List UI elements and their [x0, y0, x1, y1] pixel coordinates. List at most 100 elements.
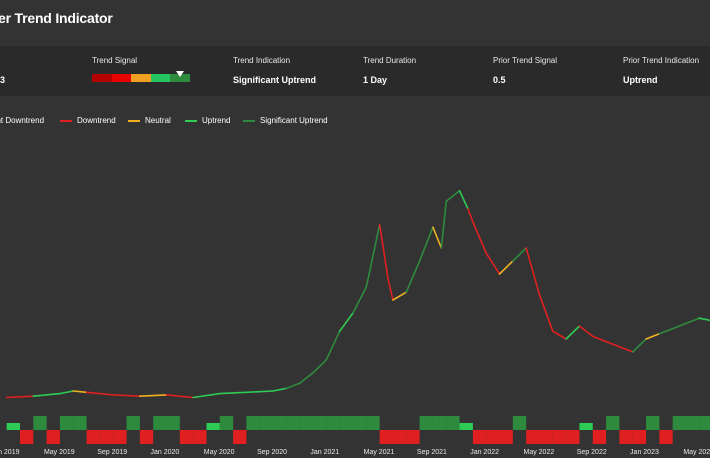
signal-strip-bar	[566, 430, 580, 444]
signal-strip-bar	[139, 430, 154, 444]
x-tick-label: Sep 2021	[417, 449, 447, 456]
price-segment	[418, 226, 434, 262]
x-tick-label: May 2019	[44, 449, 75, 456]
trend-signal-bar	[92, 74, 190, 82]
signal-strip-bar	[206, 423, 220, 430]
price-segment	[605, 340, 621, 348]
price-segment	[525, 247, 541, 296]
current-value: 3	[0, 75, 6, 85]
legend-label-significant-downtrend: ant Downtrend	[0, 116, 45, 125]
signal-strip-bar	[606, 416, 620, 430]
price-segment	[552, 330, 567, 340]
signal-strip-bar	[99, 430, 114, 444]
prior-trend-signal-value: 0.5	[493, 75, 506, 85]
signal-strip-bar	[579, 423, 593, 430]
legend-swatch-significant-uptrend	[243, 119, 255, 122]
signal-strip-bar	[73, 416, 87, 430]
price-segment	[658, 327, 674, 335]
price-segment	[338, 312, 354, 332]
price-segment	[578, 325, 594, 338]
price-segment	[392, 291, 408, 301]
price-segment	[272, 387, 288, 392]
signal-strip-bar	[619, 430, 633, 444]
legend-swatch-downtrend	[60, 119, 72, 122]
page-title: er Trend Indicator	[0, 10, 113, 26]
price-segment	[498, 260, 514, 275]
price-segment	[432, 226, 443, 249]
price-segment	[472, 221, 488, 254]
signal-strip-bar	[33, 416, 47, 430]
legend-item-downtrend[interactable]: Downtrend	[60, 116, 116, 125]
signal-strip-bar	[699, 416, 710, 430]
signal-strip-bar	[539, 430, 553, 444]
legend-swatch-neutral	[128, 119, 140, 122]
price-segment	[165, 394, 194, 399]
price-segment	[458, 189, 469, 210]
signal-strip-bar	[512, 416, 527, 430]
price-segment	[698, 317, 710, 322]
legend-label-downtrend: Downtrend	[77, 116, 116, 125]
signal-strip-bar	[592, 430, 607, 444]
x-tick-label: Jan 2021	[310, 449, 339, 456]
signal-strip-bar	[153, 416, 167, 430]
prior-trend-indication-value: Uptrend	[623, 75, 658, 85]
price-segment	[365, 223, 381, 288]
legend-item-uptrend[interactable]: Uptrend	[185, 116, 230, 125]
price-segment	[312, 359, 328, 374]
price-segment	[139, 394, 168, 398]
price-segment	[245, 390, 274, 394]
signal-strip-bar	[486, 430, 500, 444]
summary-bar: 3 Trend Signal Trend Indication Signific…	[0, 46, 710, 96]
price-segment	[631, 338, 647, 353]
signal-strip-bar	[179, 430, 194, 444]
price-segment	[298, 372, 314, 384]
signal-strip-bar	[672, 416, 687, 430]
signal-strip-bar	[6, 423, 20, 430]
signal-strip-bar	[339, 416, 354, 430]
legend-item-significant-downtrend[interactable]: ant Downtrend	[0, 116, 44, 125]
signal-strip-bar	[686, 416, 700, 430]
signal-strip-bar	[499, 430, 513, 444]
price-segment	[538, 294, 554, 332]
price-segment	[512, 247, 527, 262]
signal-segment-3	[150, 74, 171, 82]
legend-item-significant-uptrend[interactable]: Significant Uptrend	[243, 116, 328, 125]
trend-indication-value: Significant Uptrend	[233, 75, 316, 85]
price-segment	[485, 252, 501, 275]
signal-strip-bar	[286, 416, 300, 430]
signal-strip-bar	[299, 416, 314, 430]
price-segment	[285, 382, 301, 390]
signal-strip-bar	[646, 416, 660, 430]
signal-strip-bar	[459, 423, 473, 430]
x-tick-label: Jan 2022	[470, 449, 499, 456]
trend-duration-value: 1 Day	[363, 75, 388, 85]
signal-segment-4	[170, 74, 190, 82]
x-tick-label: Sep 2020	[257, 449, 287, 456]
signal-strip-bar	[632, 430, 647, 444]
price-segment	[405, 260, 421, 293]
signal-strip-bar	[379, 430, 393, 444]
signal-strip-bar	[659, 430, 673, 444]
signal-strip-bar	[166, 416, 180, 430]
x-tick-label: May 2023	[683, 449, 710, 456]
price-segment	[645, 333, 661, 340]
price-segment	[85, 391, 115, 396]
signal-segment-2	[131, 74, 151, 82]
signal-strip-bar	[353, 416, 367, 430]
signal-segment-0	[92, 74, 112, 82]
legend-item-neutral[interactable]: Neutral	[128, 116, 171, 125]
signal-strip-bar	[233, 430, 247, 444]
price-segment	[671, 322, 687, 330]
price-segment	[59, 390, 75, 395]
x-tick-label: Sep 2022	[577, 449, 607, 456]
price-segment	[325, 330, 341, 361]
price-segment	[467, 208, 474, 223]
price-segment	[192, 392, 221, 399]
price-segment	[618, 346, 634, 353]
signal-strip-bar	[526, 430, 540, 444]
legend-label-neutral: Neutral	[145, 116, 171, 125]
x-tick-label: Sep 2019	[97, 449, 127, 456]
legend-swatch-uptrend	[185, 119, 197, 122]
signal-strip-bar	[86, 430, 100, 444]
price-segment	[591, 335, 607, 343]
